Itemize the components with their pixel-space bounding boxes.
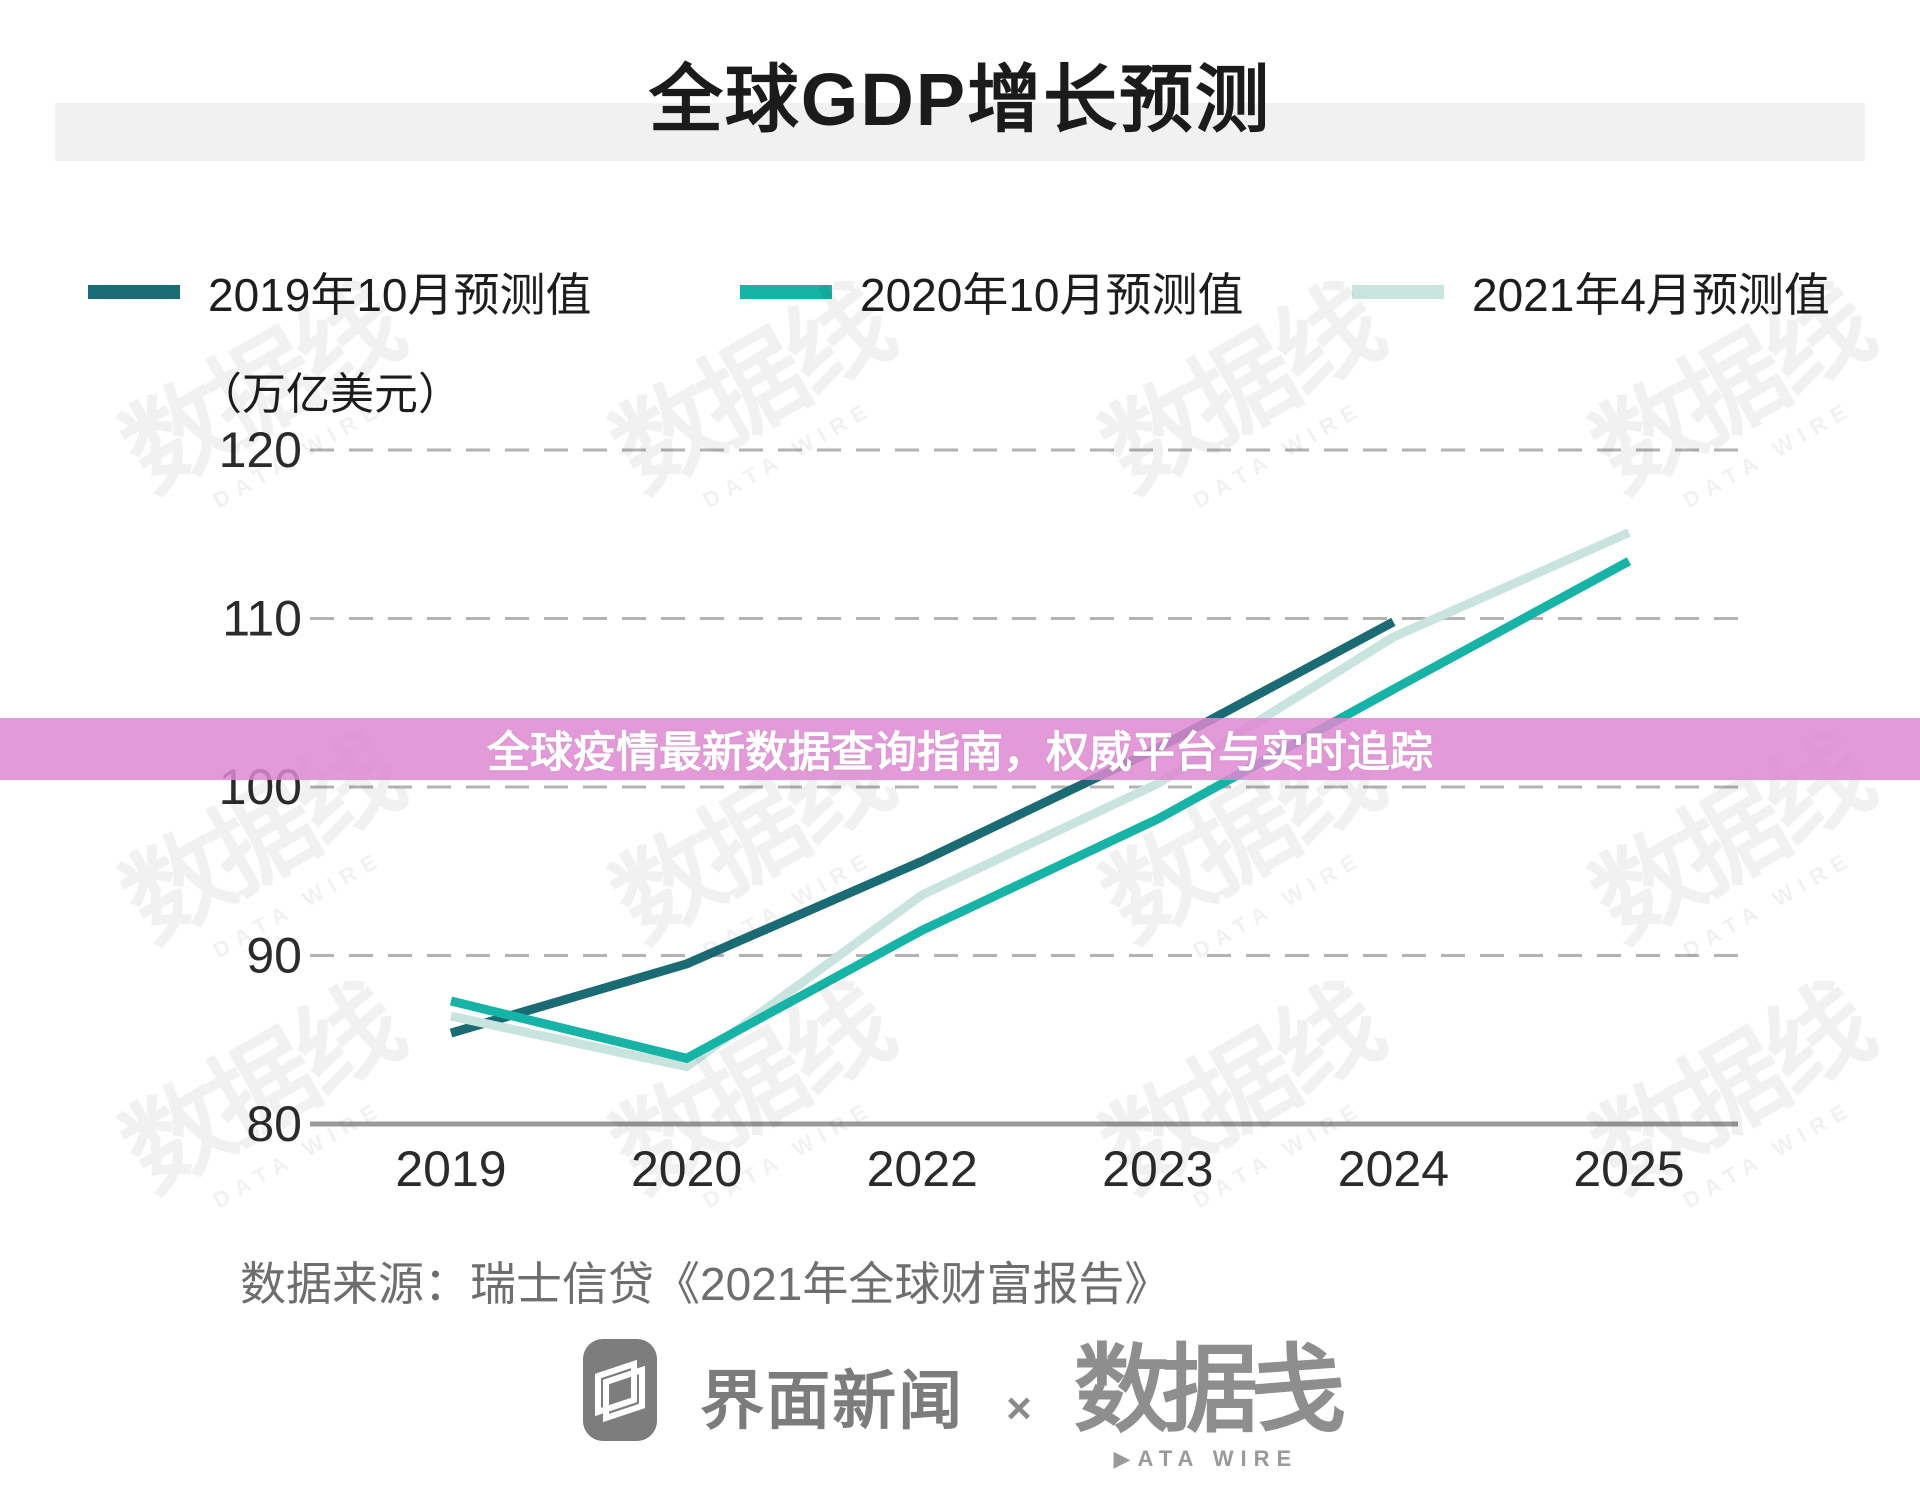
legend-item-2019-10: 2019年10月预测值	[88, 262, 592, 322]
x-tick-label-2024: 2024	[1338, 1141, 1449, 1197]
series-line-2019年10月预测值	[449, 617, 1396, 1038]
x-tick-label-2019: 2019	[395, 1141, 506, 1197]
datawire-caption: ▶ATA WIRE	[1113, 1445, 1299, 1471]
legend-label-2020-10: 2020年10月预测值	[860, 269, 1244, 321]
chart-legend: 2019年10月预测值 2020年10月预测值 2021年4月预测值	[0, 262, 1920, 322]
y-axis-unit-label: （万亿美元）	[198, 370, 462, 419]
legend-item-2021-04: 2021年4月预测值	[1352, 262, 1830, 322]
datawire-logo-glyphs: 数据戋	[1073, 1337, 1346, 1444]
x-tick-label-2020: 2020	[631, 1141, 742, 1197]
jiemian-news-wordmark: 界面新闻	[700, 1365, 965, 1437]
series-line-2021年4月预测值	[450, 528, 1631, 1072]
y-tick-label-110: 110	[222, 591, 302, 647]
y-tick-label-120: 120	[219, 422, 302, 478]
overlay-banner: 全球疫情最新数据查询指南，权威平台与实时追踪	[0, 718, 1920, 780]
series-line-2020年10月预测值	[449, 557, 1632, 1064]
legend-swatch-2019-10	[88, 285, 180, 299]
footer: 界面新闻 × 数据戋 ▶ATA WIRE	[0, 1338, 1920, 1496]
collab-x-separator: ×	[1006, 1384, 1032, 1433]
data-source-note: 数据来源：瑞士信贷《2021年全球财富报告》	[240, 1258, 1171, 1310]
x-tick-label-2025: 2025	[1573, 1141, 1684, 1197]
jiemian-news-icon	[583, 1339, 658, 1441]
y-tick-label-90: 90	[246, 928, 302, 984]
x-tick-label-2023: 2023	[1102, 1141, 1213, 1197]
page-title: 全球GDP增长预测	[648, 58, 1272, 141]
title-highlight-band	[55, 103, 1865, 161]
overlay-banner-text: 全球疫情最新数据查询指南，权威平台与实时追踪	[487, 729, 1433, 777]
legend-swatch-2021-04	[1352, 285, 1444, 299]
legend-label-2019-10: 2019年10月预测值	[208, 269, 592, 321]
legend-item-2020-10: 2020年10月预测值	[740, 262, 1244, 322]
legend-label-2021-04: 2021年4月预测值	[1472, 269, 1830, 321]
legend-swatch-2020-10	[740, 285, 832, 299]
x-tick-label-2022: 2022	[867, 1141, 978, 1197]
y-tick-label-80: 80	[246, 1096, 302, 1152]
datawire-logo: 数据戋 ▶ATA WIRE	[1073, 1337, 1346, 1472]
